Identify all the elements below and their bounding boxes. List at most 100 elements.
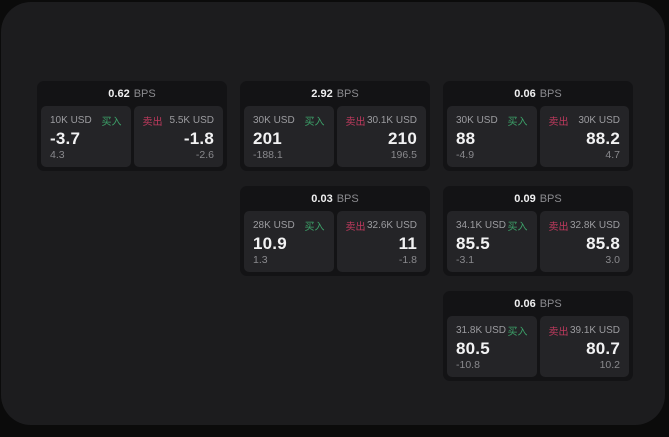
buy-change-value: -10.8 (456, 359, 480, 371)
quote-card: 2.92 BPS 30K USD 买入 201 -188.1 卖出 30.1K … (240, 81, 430, 171)
spread-value: 0.06 (514, 87, 536, 100)
quote-card: 0.06 BPS 30K USD 买入 88 -4.9 卖出 30K USD (443, 81, 633, 171)
sell-side-label: 卖出 (345, 117, 366, 128)
sell-price-value: 11 (398, 234, 417, 253)
sell-price-value: -1.8 (183, 129, 214, 148)
buy-side-label: 买入 (507, 327, 528, 338)
buy-quote-tile[interactable]: 31.8K USD 买入 80.5 -10.8 (447, 316, 537, 377)
spread-header: 0.09 BPS (443, 186, 633, 211)
quote-card-body: 30K USD 买入 201 -188.1 卖出 30.1K USD 210 1… (240, 106, 430, 171)
sell-price-value: 210 (388, 129, 417, 148)
buy-change-value: 1.3 (253, 254, 268, 266)
sell-quote-tile[interactable]: 卖出 39.1K USD 80.7 10.2 (539, 316, 629, 377)
sell-change-value: 196.5 (390, 149, 417, 161)
sell-tile-header: 卖出 32.6K USD (346, 218, 418, 233)
quote-grid: 0.62 BPS 10K USD 买入 -3.7 4.3 卖出 5.5K USD (37, 81, 633, 381)
quote-card-body: 28K USD 买入 10.9 1.3 卖出 32.6K USD 11 -1.8 (240, 211, 430, 276)
spread-value: 0.09 (514, 192, 536, 205)
buy-size-label: 28K USD (253, 220, 295, 231)
sell-quote-tile[interactable]: 卖出 30K USD 88.2 4.7 (539, 106, 629, 167)
buy-change-value: 4.3 (50, 149, 65, 161)
bps-unit-label: BPS (336, 192, 359, 205)
sell-size-label: 32.6K USD (366, 220, 417, 231)
sell-price-value: 88.2 (586, 129, 620, 148)
sell-quote-tile[interactable]: 卖出 30.1K USD 210 196.5 (336, 106, 426, 167)
bps-unit-label: BPS (539, 87, 562, 100)
spread-header: 0.06 BPS (443, 291, 633, 316)
bps-unit-label: BPS (539, 297, 562, 310)
spread-value: 0.03 (311, 192, 333, 205)
buy-price-value: -3.7 (50, 129, 81, 148)
bps-unit-label: BPS (539, 192, 562, 205)
sell-quote-tile[interactable]: 卖出 32.6K USD 11 -1.8 (336, 211, 426, 272)
sell-tile-header: 卖出 39.1K USD (549, 323, 621, 338)
spread-header: 0.62 BPS (37, 81, 227, 106)
buy-quote-tile[interactable]: 28K USD 买入 10.9 1.3 (244, 211, 334, 272)
buy-side-label: 买入 (507, 222, 528, 233)
quote-card: 0.03 BPS 28K USD 买入 10.9 1.3 卖出 32.6K US… (240, 186, 430, 276)
buy-change-value: -4.9 (456, 149, 475, 161)
quote-card: 0.62 BPS 10K USD 买入 -3.7 4.3 卖出 5.5K USD (37, 81, 227, 171)
spread-header: 0.03 BPS (240, 186, 430, 211)
buy-quote-tile[interactable]: 30K USD 买入 88 -4.9 (447, 106, 537, 167)
bps-unit-label: BPS (133, 87, 156, 100)
spread-header: 0.06 BPS (443, 81, 633, 106)
spread-value: 2.92 (311, 87, 333, 100)
buy-tile-header: 31.8K USD 买入 (456, 323, 528, 338)
sell-change-value: -1.8 (398, 254, 417, 266)
sell-size-label: 32.8K USD (569, 220, 620, 231)
sell-tile-header: 卖出 5.5K USD (143, 113, 215, 128)
buy-tile-header: 34.1K USD 买入 (456, 218, 528, 233)
buy-tile-header: 10K USD 买入 (50, 113, 122, 128)
quote-card: 0.09 BPS 34.1K USD 买入 85.5 -3.1 卖出 32.8K… (443, 186, 633, 276)
buy-side-label: 买入 (507, 117, 528, 128)
sell-size-label: 39.1K USD (569, 325, 620, 336)
quote-card-body: 10K USD 买入 -3.7 4.3 卖出 5.5K USD -1.8 -2.… (37, 106, 227, 171)
sell-size-label: 30K USD (578, 115, 620, 126)
buy-tile-header: 28K USD 买入 (253, 218, 325, 233)
quote-card-body: 31.8K USD 买入 80.5 -10.8 卖出 39.1K USD 80.… (443, 316, 633, 381)
sell-tile-header: 卖出 32.8K USD (549, 218, 621, 233)
buy-side-label: 买入 (304, 222, 325, 233)
quote-card: 0.06 BPS 31.8K USD 买入 80.5 -10.8 卖出 39.1… (443, 291, 633, 381)
spread-header: 2.92 BPS (240, 81, 430, 106)
buy-price-value: 85.5 (456, 234, 490, 253)
buy-price-value: 10.9 (253, 234, 287, 253)
sell-price-value: 80.7 (586, 339, 620, 358)
buy-change-value: -188.1 (253, 149, 283, 161)
sell-change-value: 4.7 (605, 149, 620, 161)
buy-price-value: 88 (456, 129, 476, 148)
buy-size-label: 10K USD (50, 115, 92, 126)
sell-quote-tile[interactable]: 卖出 32.8K USD 85.8 3.0 (539, 211, 629, 272)
buy-change-value: -3.1 (456, 254, 475, 266)
spread-value: 0.62 (108, 87, 130, 100)
buy-size-label: 34.1K USD (456, 220, 507, 231)
sell-change-value: 3.0 (605, 254, 620, 266)
quote-board-panel: 0.62 BPS 10K USD 买入 -3.7 4.3 卖出 5.5K USD (1, 2, 665, 425)
sell-side-label: 卖出 (345, 222, 366, 233)
quote-card-body: 30K USD 买入 88 -4.9 卖出 30K USD 88.2 4.7 (443, 106, 633, 171)
quote-card-body: 34.1K USD 买入 85.5 -3.1 卖出 32.8K USD 85.8… (443, 211, 633, 276)
buy-quote-tile[interactable]: 10K USD 买入 -3.7 4.3 (41, 106, 131, 167)
sell-change-value: 10.2 (599, 359, 620, 371)
sell-price-value: 85.8 (586, 234, 620, 253)
sell-side-label: 卖出 (548, 327, 569, 338)
sell-side-label: 卖出 (142, 117, 163, 128)
sell-quote-tile[interactable]: 卖出 5.5K USD -1.8 -2.6 (133, 106, 223, 167)
sell-size-label: 30.1K USD (366, 115, 417, 126)
buy-tile-header: 30K USD 买入 (456, 113, 528, 128)
buy-quote-tile[interactable]: 30K USD 买入 201 -188.1 (244, 106, 334, 167)
sell-tile-header: 卖出 30.1K USD (346, 113, 418, 128)
buy-price-value: 80.5 (456, 339, 490, 358)
bps-unit-label: BPS (336, 87, 359, 100)
buy-size-label: 30K USD (456, 115, 498, 126)
buy-side-label: 买入 (101, 117, 122, 128)
buy-quote-tile[interactable]: 34.1K USD 买入 85.5 -3.1 (447, 211, 537, 272)
sell-change-value: -2.6 (195, 149, 214, 161)
buy-price-value: 201 (253, 129, 282, 148)
buy-size-label: 30K USD (253, 115, 295, 126)
sell-side-label: 卖出 (548, 222, 569, 233)
sell-size-label: 5.5K USD (169, 115, 214, 126)
buy-side-label: 买入 (304, 117, 325, 128)
buy-tile-header: 30K USD 买入 (253, 113, 325, 128)
